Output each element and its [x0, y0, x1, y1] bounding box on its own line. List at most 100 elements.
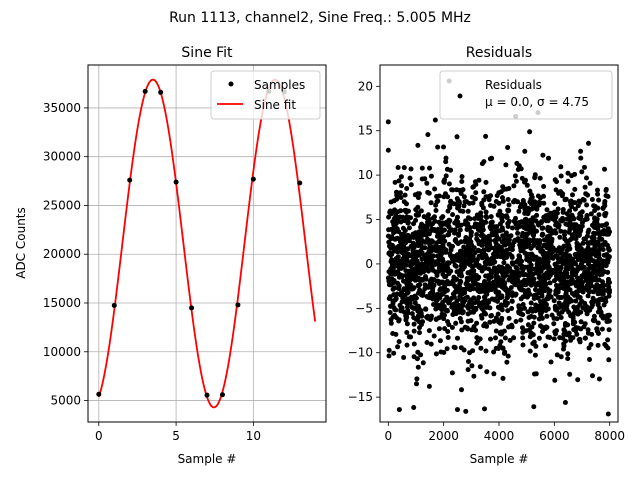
residual-point	[552, 377, 558, 383]
sample-point	[158, 89, 164, 95]
residual-point	[386, 214, 392, 220]
residual-point	[497, 295, 503, 301]
residual-point	[578, 148, 584, 154]
residual-point	[476, 241, 482, 247]
residual-point	[411, 221, 416, 227]
residual-point	[398, 174, 404, 180]
residual-point	[556, 267, 562, 272]
residual-point	[490, 268, 496, 274]
residual-point	[584, 311, 590, 317]
residual-point	[501, 241, 507, 246]
residual-point	[411, 271, 417, 277]
residual-point	[408, 166, 414, 172]
residual-point	[542, 273, 548, 279]
residual-point	[433, 351, 439, 357]
residual-point	[459, 174, 465, 180]
residual-point	[527, 348, 533, 354]
residual-point	[591, 203, 597, 209]
residual-point	[388, 269, 393, 275]
residual-point	[587, 357, 592, 362]
residual-point	[471, 373, 477, 379]
residual-point	[529, 218, 535, 224]
residual-point	[551, 298, 557, 304]
residuals-y-ticks: −15 −10 −5 0 5 10 15 20	[348, 79, 380, 404]
residual-point	[544, 286, 550, 292]
residual-point	[404, 281, 410, 287]
residual-point	[601, 252, 607, 258]
residual-point	[445, 281, 451, 287]
residual-point	[486, 238, 492, 244]
residual-point	[456, 231, 462, 237]
residual-point	[505, 308, 511, 314]
residual-point	[506, 186, 512, 191]
residual-point	[400, 225, 406, 231]
residual-point	[539, 219, 544, 225]
residual-point	[554, 352, 560, 358]
residual-point	[516, 310, 522, 316]
residual-point	[431, 333, 437, 339]
residual-point	[563, 271, 568, 277]
residual-point	[574, 244, 580, 250]
residual-point	[578, 246, 584, 252]
residual-point	[404, 321, 410, 327]
sine-fit-panel: Sine Fit 0 5 10 5000 10000 15000 20000 25000 30…	[14, 45, 327, 466]
residual-point	[428, 173, 434, 179]
residual-point	[396, 286, 402, 292]
legend-residuals-label: Residuals	[485, 78, 542, 92]
residual-point	[393, 331, 399, 337]
residual-point	[392, 224, 398, 230]
residual-point	[460, 310, 466, 316]
residual-point	[600, 315, 606, 321]
residual-point	[579, 298, 585, 304]
residual-point	[482, 259, 488, 265]
residual-point	[575, 304, 580, 310]
residual-point	[443, 155, 449, 161]
residual-point	[582, 274, 588, 280]
residual-point	[603, 210, 609, 216]
residual-point	[547, 280, 553, 286]
residual-point	[441, 246, 447, 251]
residual-point	[517, 271, 523, 277]
residual-point	[595, 291, 601, 297]
residual-point	[491, 203, 497, 209]
residual-point	[527, 256, 533, 262]
residual-point	[542, 215, 548, 221]
residual-point	[498, 329, 504, 335]
residual-point	[483, 133, 489, 139]
residual-point	[596, 197, 602, 203]
residual-point	[400, 295, 406, 301]
residual-point	[456, 256, 462, 262]
residual-point	[468, 233, 474, 238]
residual-point	[499, 307, 505, 313]
residual-point	[602, 200, 608, 206]
residuals-legend: Residuals μ = 0.0, σ = 4.75	[439, 70, 613, 120]
residual-point	[467, 304, 473, 309]
residual-point	[552, 177, 558, 183]
residual-point	[447, 203, 453, 209]
residual-point	[529, 238, 535, 244]
residual-point	[522, 222, 527, 228]
residual-point	[542, 279, 548, 284]
residual-point	[492, 259, 498, 265]
residual-point	[393, 236, 399, 242]
residual-point	[406, 274, 412, 279]
residual-point	[570, 268, 576, 274]
residual-point	[423, 232, 429, 238]
residual-point	[579, 209, 585, 215]
residual-point	[442, 312, 447, 318]
residual-point	[454, 134, 460, 140]
residual-point	[475, 285, 481, 290]
residual-point	[470, 286, 476, 292]
residual-point	[457, 316, 463, 321]
residual-point	[396, 190, 402, 196]
residual-point	[483, 179, 489, 185]
residual-point	[436, 281, 442, 287]
residual-point	[465, 221, 471, 227]
residual-point	[426, 212, 431, 218]
residual-point	[485, 288, 491, 293]
residual-point	[414, 376, 420, 382]
residuals-y-tick-label: −10	[348, 346, 373, 360]
residual-point	[431, 293, 437, 299]
sample-point	[250, 176, 256, 182]
residual-point	[431, 302, 436, 307]
